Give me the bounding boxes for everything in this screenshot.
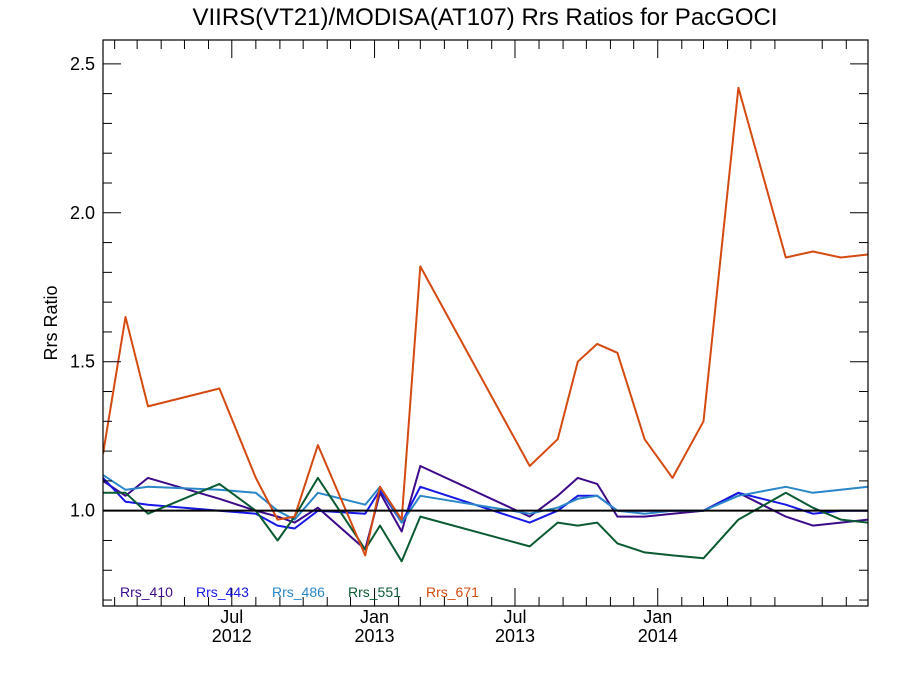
x-tick-label-month: Jan xyxy=(643,607,672,627)
legend-label-rrs-551: Rrs_551 xyxy=(348,584,401,600)
x-tick-label-year: 2014 xyxy=(638,626,678,646)
x-tick-label-year: 2012 xyxy=(212,626,252,646)
x-tick-label-month: Jul xyxy=(503,607,526,627)
legend: Rrs_410 Rrs_443 Rrs_486 Rrs_551 Rrs_671 xyxy=(120,584,479,600)
series-line-rrs-443 xyxy=(103,477,868,530)
x-tick-label-month: Jan xyxy=(360,607,389,627)
y-tick-label: 2.0 xyxy=(70,203,95,223)
y-tick-label: 1.0 xyxy=(70,501,95,521)
legend-label-rrs-671: Rrs_671 xyxy=(426,584,479,600)
legend-label-rrs-410: Rrs_410 xyxy=(120,584,173,600)
x-tick-label-month: Jul xyxy=(220,607,243,627)
legend-label-rrs-443: Rrs_443 xyxy=(196,584,249,600)
series-line-rrs-671 xyxy=(103,86,868,557)
y-tick-label: 1.5 xyxy=(70,352,95,372)
y-axis-label: Rrs Ratio xyxy=(41,285,61,360)
y-tick-label: 2.5 xyxy=(70,54,95,74)
plot-frame xyxy=(102,39,869,607)
legend-label-rrs-486: Rrs_486 xyxy=(272,584,325,600)
series-line-rrs-486 xyxy=(103,474,868,524)
x-tick-label-year: 2013 xyxy=(495,626,535,646)
chart-title: VIIRS(VT21)/MODISA(AT107) Rrs Ratios for… xyxy=(192,4,777,31)
x-tick-label-year: 2013 xyxy=(355,626,395,646)
